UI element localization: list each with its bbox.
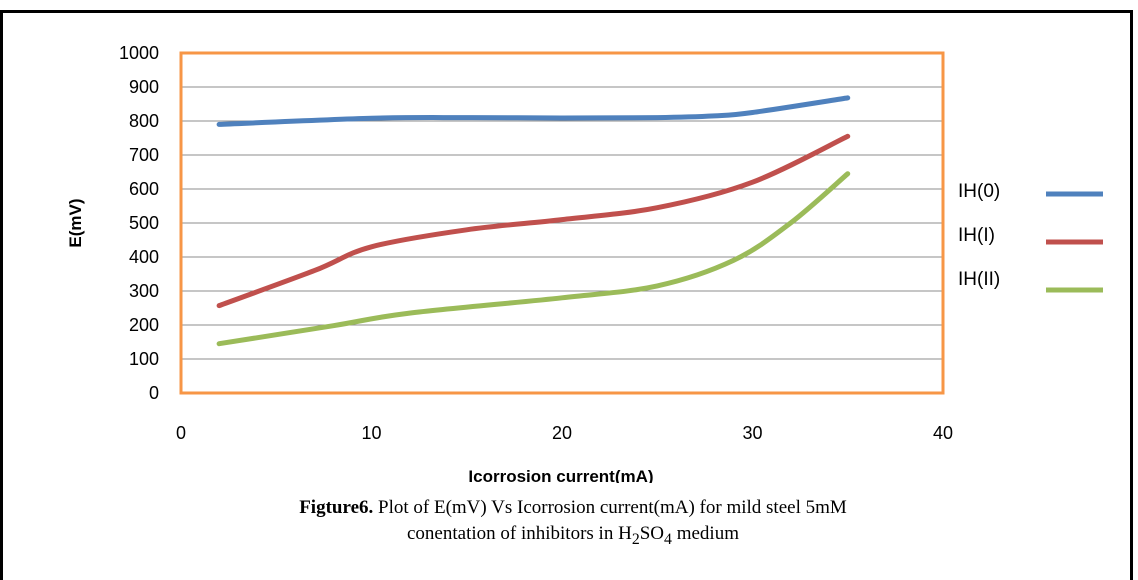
series-line-1 bbox=[216, 133, 851, 309]
series-line-0 bbox=[216, 95, 851, 127]
y-tick-label: 200 bbox=[129, 315, 159, 335]
y-tick-label: 500 bbox=[129, 213, 159, 233]
y-axis-title: E(mV) bbox=[66, 198, 85, 247]
y-tick-label: 400 bbox=[129, 247, 159, 267]
caption-text-2: conentation of inhibitors in H bbox=[407, 523, 632, 544]
legend: IH(0) IH(I) IH(II) bbox=[958, 181, 1103, 293]
plot-area-border bbox=[179, 51, 945, 395]
y-tick-label: 0 bbox=[149, 383, 159, 403]
series-line-2 bbox=[216, 171, 851, 347]
x-tick-label: 30 bbox=[742, 423, 762, 443]
line-chart: 0 100 200 300 400 500 600 700 800 900 1000 0 10 20 30… bbox=[66, 43, 1103, 483]
y-tick-label: 700 bbox=[129, 145, 159, 165]
series-lines bbox=[216, 95, 851, 347]
y-tick-label: 900 bbox=[129, 77, 159, 97]
y-tick-label: 800 bbox=[129, 111, 159, 131]
legend-label: IH(II) bbox=[958, 269, 1000, 290]
legend-label: IH(I) bbox=[958, 225, 995, 246]
gridlines bbox=[181, 86, 943, 360]
caption-subscript-2: 4 bbox=[664, 530, 672, 548]
caption-line-1: Figture6. Plot of E(mV) Vs Icorrosion cu… bbox=[123, 495, 1023, 521]
legend-label: IH(0) bbox=[958, 181, 1000, 202]
y-tick-label: 300 bbox=[129, 281, 159, 301]
y-tick-label: 600 bbox=[129, 179, 159, 199]
caption-lead: Figture6. bbox=[299, 497, 374, 518]
caption-text-3: SO bbox=[639, 523, 665, 544]
caption-subscript-1: 2 bbox=[631, 530, 640, 548]
x-tick-label: 40 bbox=[933, 423, 953, 443]
caption-line-2: conentation of inhibitors in H2SO4 mediu… bbox=[123, 521, 1023, 553]
caption-text-4: medium bbox=[671, 523, 739, 544]
x-axis-ticks: 0 10 20 30 40 bbox=[176, 423, 953, 443]
caption-text-1: Plot of E(mV) Vs Icorrosion current(mA) … bbox=[373, 497, 847, 518]
x-tick-label: 0 bbox=[176, 423, 186, 443]
x-tick-label: 20 bbox=[552, 423, 572, 443]
y-tick-label: 100 bbox=[129, 349, 159, 369]
y-axis-ticks: 0 100 200 300 400 500 600 700 800 900 1000 bbox=[119, 43, 159, 403]
x-axis-title: Icorrosion current(mA) bbox=[468, 467, 653, 483]
x-tick-label: 10 bbox=[361, 423, 381, 443]
y-tick-label: 1000 bbox=[119, 43, 159, 63]
figure-caption: Figture6. Plot of E(mV) Vs Icorrosion cu… bbox=[123, 495, 1023, 553]
figure-frame: 0 100 200 300 400 500 600 700 800 900 1000 0 10 20 30… bbox=[0, 10, 1133, 580]
